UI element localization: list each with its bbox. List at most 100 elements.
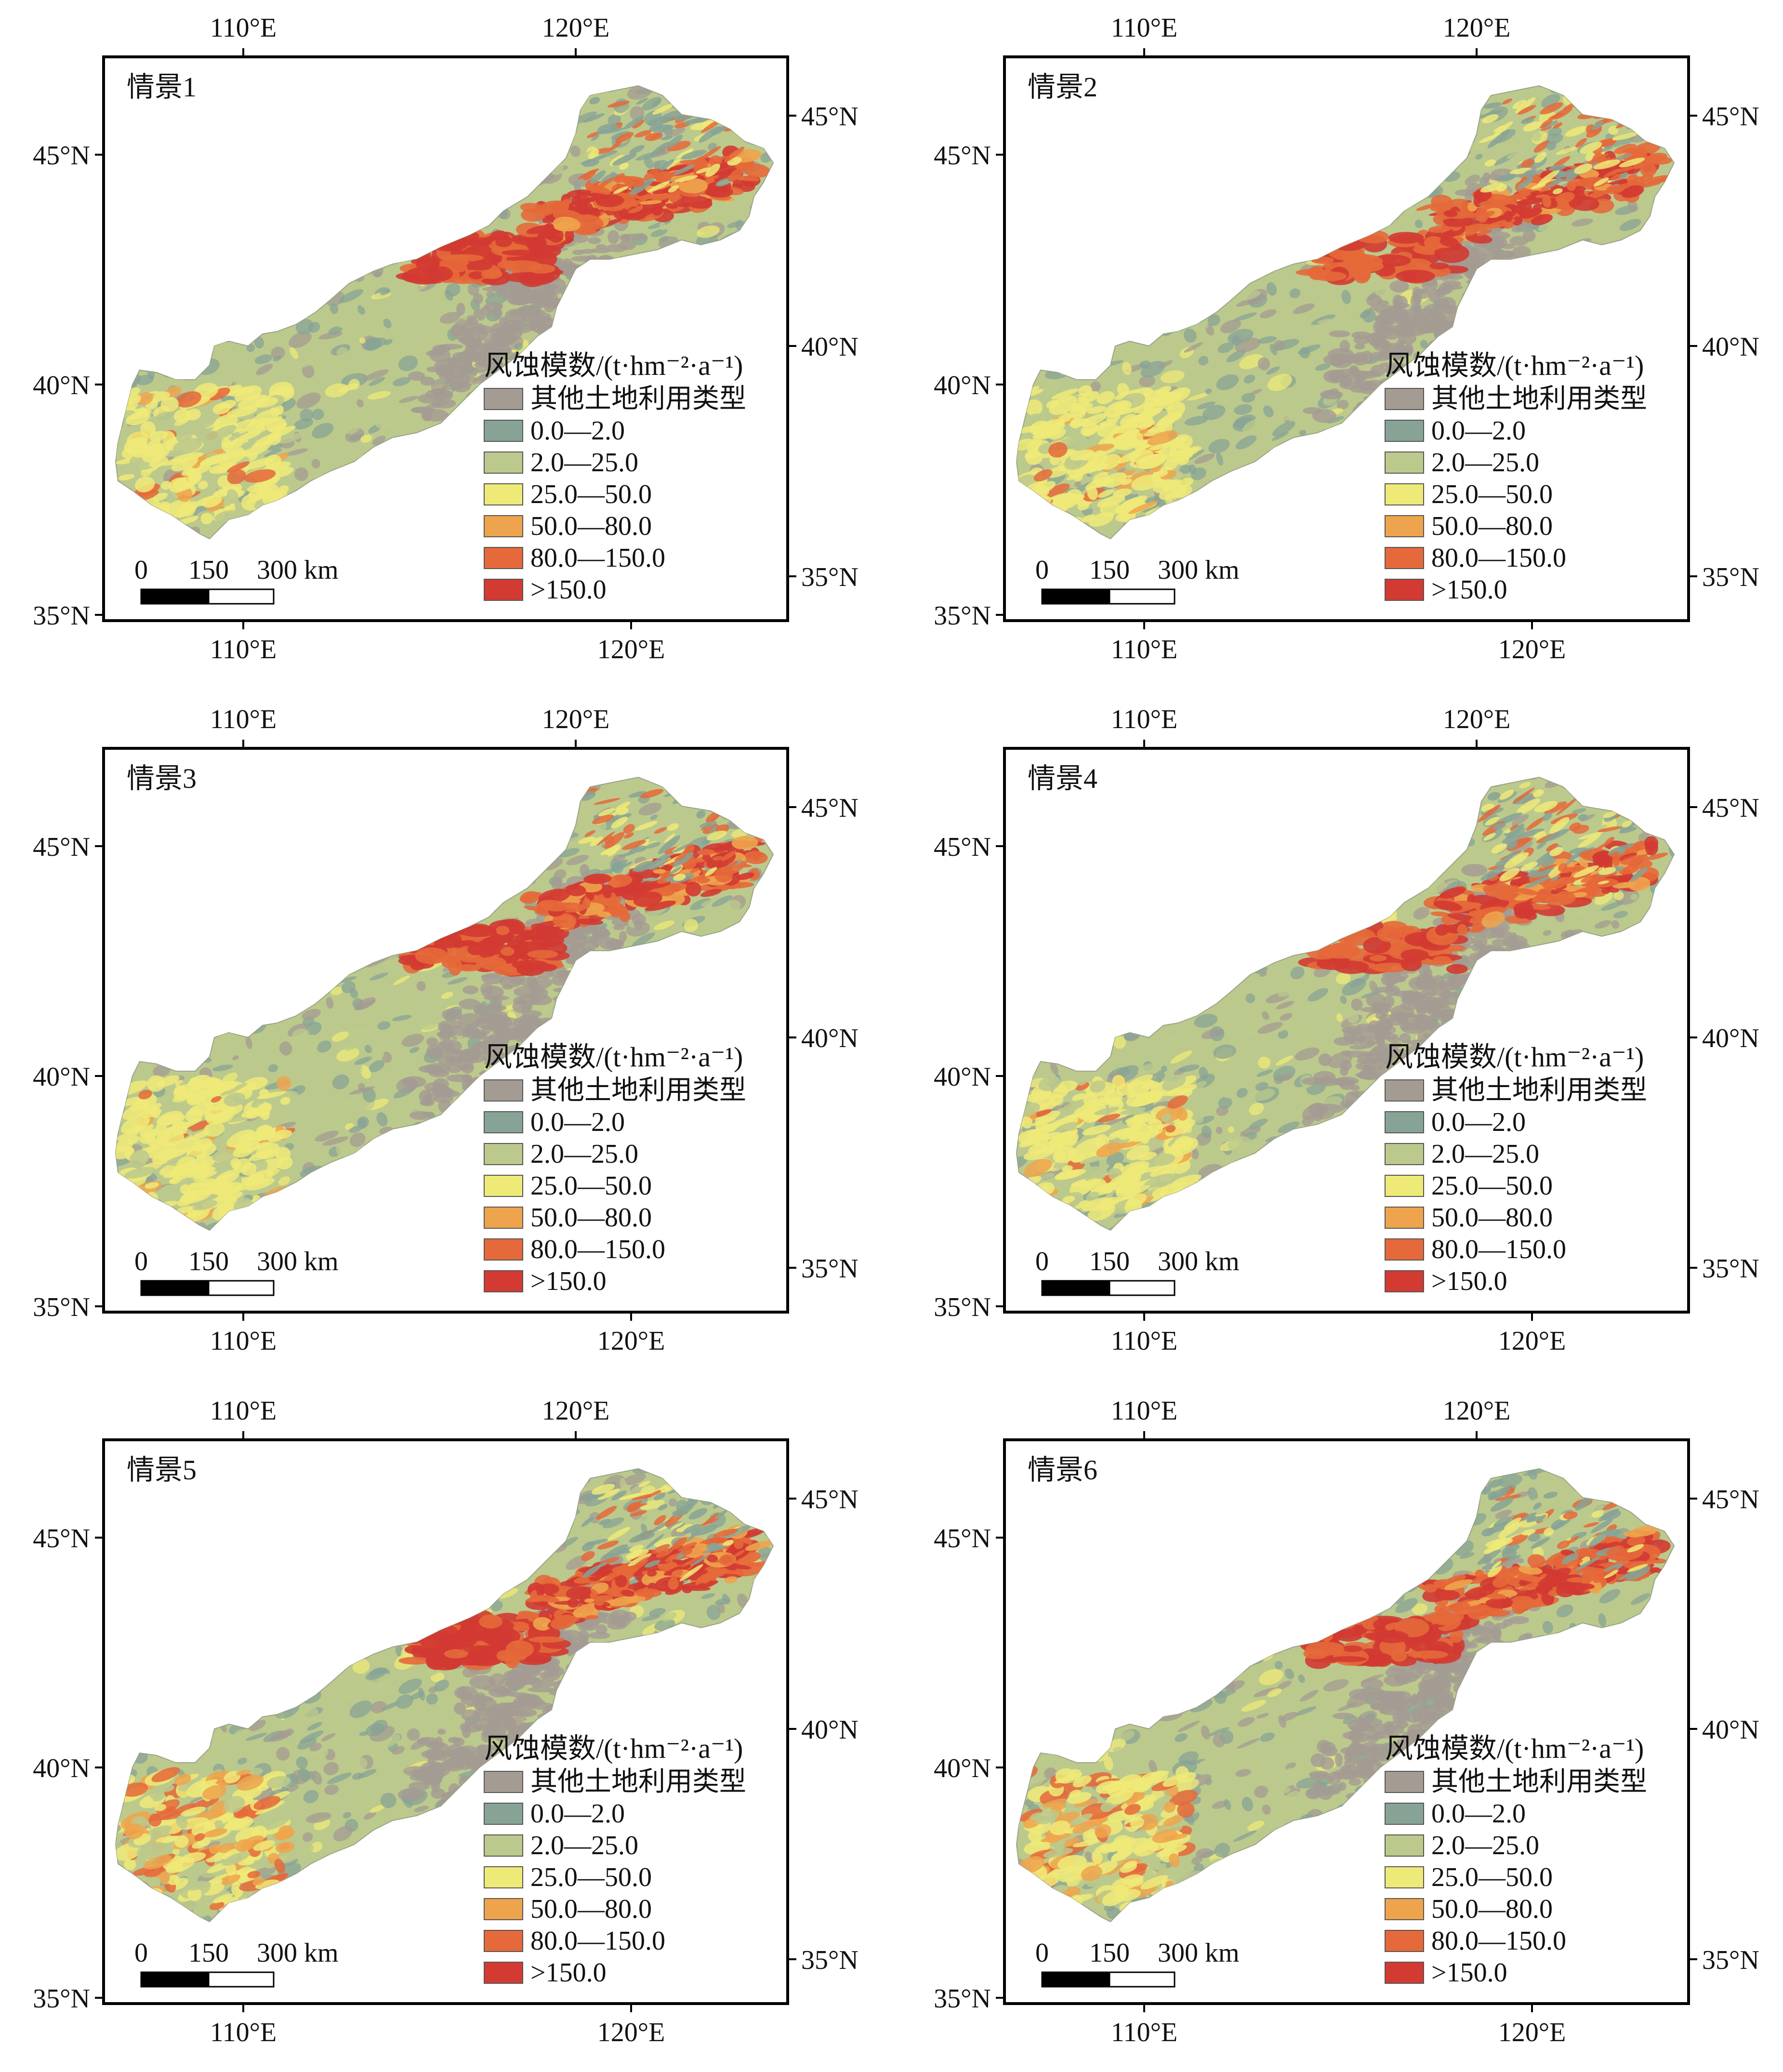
- y-tick-label-left: 35°N: [934, 601, 991, 631]
- x-tick-label-top: 120°E: [542, 13, 610, 43]
- x-tick-label-top: 120°E: [1443, 13, 1511, 43]
- scale-bar-label: 150: [1089, 555, 1130, 585]
- legend-swatch: [1385, 1080, 1424, 1101]
- legend-swatch: [1385, 1271, 1424, 1292]
- y-tick-label-right: 35°N: [801, 1254, 858, 1284]
- y-tick-label-right: 40°N: [801, 332, 858, 362]
- scale-bar-label: 300 km: [257, 1938, 339, 1968]
- y-tick-label-left: 35°N: [934, 1984, 991, 2014]
- legend-title: 风蚀模数/(t·hm⁻²·a⁻¹): [1385, 1041, 1644, 1073]
- scenario-label: 情景3: [127, 763, 197, 794]
- legend-swatch: [484, 420, 523, 441]
- y-tick-label-right: 35°N: [1702, 1254, 1759, 1284]
- legend-swatch: [1385, 1143, 1424, 1165]
- scale-bar-label: 300 km: [257, 1247, 339, 1276]
- x-tick-label-top: 110°E: [1111, 1396, 1178, 1426]
- y-tick-label-right: 40°N: [1702, 1023, 1759, 1053]
- legend-item-label: 其他土地利用类型: [530, 1767, 746, 1797]
- legend-swatch: [1385, 452, 1424, 473]
- legend-swatch: [484, 484, 523, 505]
- legend-swatch: [1385, 484, 1424, 505]
- legend-swatch: [1385, 1112, 1424, 1133]
- scenario-label: 情景5: [127, 1454, 197, 1486]
- x-tick-label-bottom: 120°E: [1498, 1326, 1566, 1356]
- legend-item-label: >150.0: [1431, 575, 1507, 605]
- x-tick-label-top: 110°E: [210, 1396, 277, 1426]
- legend-item-label: 50.0—80.0: [530, 1894, 652, 1924]
- y-tick-label-left: 45°N: [33, 1524, 90, 1554]
- y-tick-label-left: 40°N: [934, 1062, 991, 1092]
- legend-swatch: [484, 1239, 523, 1260]
- scale-bar-label: 0: [134, 1247, 148, 1276]
- legend-swatch: [1385, 1962, 1424, 1983]
- scale-bar-label: 150: [188, 555, 229, 585]
- x-tick-label-bottom: 120°E: [1498, 2018, 1566, 2047]
- y-tick-label-left: 35°N: [934, 1292, 991, 1322]
- legend-swatch: [484, 1143, 523, 1165]
- legend-swatch: [1385, 1867, 1424, 1888]
- legend-item-label: 80.0—150.0: [1431, 543, 1566, 573]
- x-tick-label-bottom: 120°E: [597, 635, 665, 664]
- legend-swatch: [484, 1080, 523, 1101]
- legend-swatch: [1385, 1835, 1424, 1856]
- x-tick-label-bottom: 110°E: [1111, 1326, 1178, 1356]
- legend-item-label: 80.0—150.0: [530, 1926, 665, 1956]
- y-tick-label-right: 35°N: [801, 1945, 858, 1975]
- legend-item-label: 2.0—25.0: [1431, 1139, 1539, 1169]
- y-tick-label-right: 40°N: [1702, 332, 1759, 362]
- scenario-label: 情景1: [127, 71, 197, 103]
- legend-swatch: [484, 1835, 523, 1856]
- legend-swatch: [484, 452, 523, 473]
- legend-swatch: [484, 388, 523, 410]
- scale-bar-label: 150: [1089, 1247, 1130, 1276]
- legend-item-label: 0.0—2.0: [530, 1799, 625, 1829]
- legend-swatch: [484, 1803, 523, 1824]
- legend-swatch: [484, 516, 523, 537]
- legend-item-label: 50.0—80.0: [1431, 1203, 1553, 1233]
- legend-item-label: >150.0: [1431, 1958, 1507, 1988]
- y-tick-label-right: 35°N: [801, 562, 858, 592]
- legend-item-label: 80.0—150.0: [1431, 1235, 1566, 1264]
- legend-item-label: 80.0—150.0: [1431, 1926, 1566, 1956]
- y-tick-label-left: 40°N: [33, 371, 90, 400]
- scale-bar-label: 0: [134, 1938, 148, 1968]
- legend-swatch: [1385, 420, 1424, 441]
- x-tick-label-top: 110°E: [1111, 13, 1178, 43]
- legend-item-label: 0.0—2.0: [530, 1107, 625, 1137]
- x-tick-label-bottom: 110°E: [210, 2018, 277, 2047]
- x-tick-label-bottom: 120°E: [597, 2018, 665, 2047]
- y-tick-label-right: 45°N: [1702, 102, 1759, 132]
- scale-bar-label: 150: [188, 1247, 229, 1276]
- legend-item-label: 0.0—2.0: [1431, 416, 1526, 446]
- y-tick-label-left: 45°N: [33, 832, 90, 862]
- scale-bar-label: 300 km: [257, 555, 339, 585]
- legend-item-label: 其他土地利用类型: [530, 1076, 746, 1105]
- legend-item-label: >150.0: [530, 1958, 607, 1988]
- y-tick-label-right: 45°N: [1702, 793, 1759, 823]
- legend-swatch: [484, 1112, 523, 1133]
- y-tick-label-left: 40°N: [934, 1753, 991, 1783]
- legend-title: 风蚀模数/(t·hm⁻²·a⁻¹): [484, 350, 743, 381]
- legend-swatch: [1385, 1207, 1424, 1228]
- legend-swatch: [1385, 579, 1424, 600]
- legend-swatch: [484, 1207, 523, 1228]
- y-tick-label-right: 45°N: [801, 1485, 858, 1514]
- legend-item-label: 50.0—80.0: [530, 511, 652, 541]
- legend-title: 风蚀模数/(t·hm⁻²·a⁻¹): [1385, 1733, 1644, 1764]
- legend-item-label: 50.0—80.0: [1431, 511, 1553, 541]
- x-tick-label-top: 120°E: [1443, 1396, 1511, 1426]
- legend-title: 风蚀模数/(t·hm⁻²·a⁻¹): [1385, 350, 1644, 381]
- legend-swatch: [484, 1899, 523, 1920]
- legend-item-label: 25.0—50.0: [1431, 479, 1553, 509]
- legend-item-label: 25.0—50.0: [530, 1862, 652, 1892]
- legend-swatch: [484, 579, 523, 600]
- legend-item-label: 25.0—50.0: [1431, 1171, 1553, 1201]
- legend-swatch: [484, 1962, 523, 1983]
- legend-swatch: [1385, 547, 1424, 569]
- legend-swatch: [1385, 1771, 1424, 1793]
